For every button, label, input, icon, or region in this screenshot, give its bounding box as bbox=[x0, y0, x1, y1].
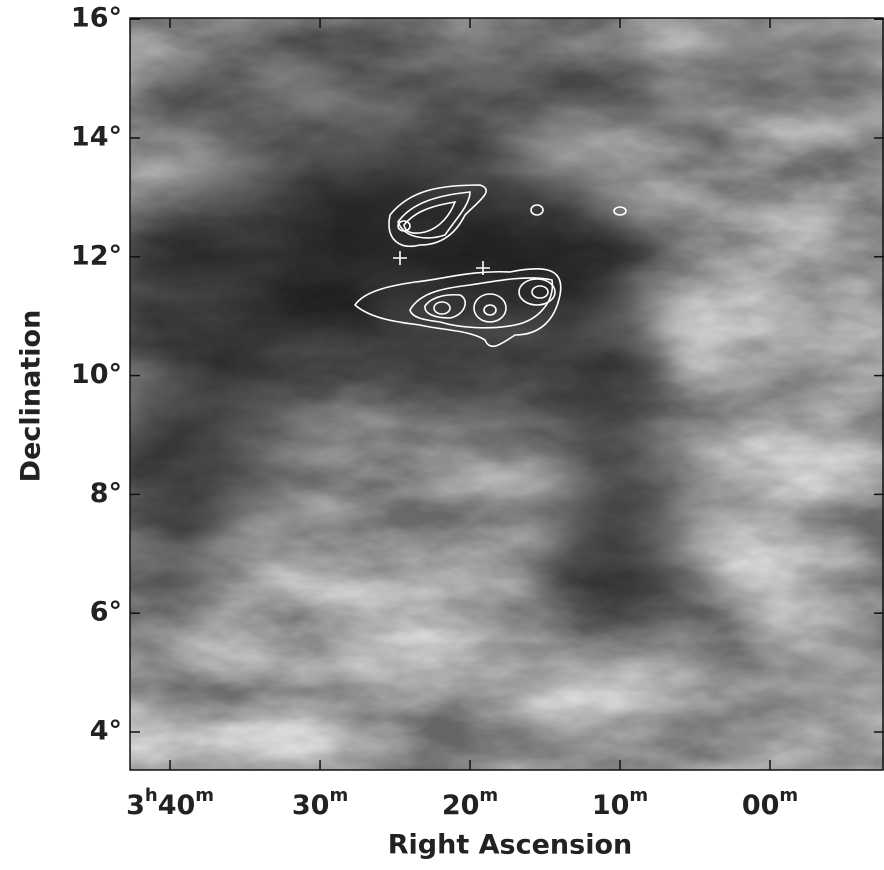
y-tick-label: 6° bbox=[90, 597, 122, 628]
y-tick-label: 12° bbox=[71, 240, 122, 271]
tick-label-number: 10 bbox=[592, 790, 630, 821]
tick-label-unit: m bbox=[329, 785, 348, 806]
y-tick-label: 8° bbox=[90, 478, 122, 509]
x-tick-label: 00m bbox=[742, 785, 798, 821]
tick-label-unit: m bbox=[779, 785, 798, 806]
tick-label-number: 20 bbox=[442, 790, 480, 821]
y-tick-label: 16° bbox=[71, 3, 122, 34]
y-tick-label: 4° bbox=[90, 715, 122, 746]
x-axis-label: Right Ascension bbox=[388, 830, 633, 861]
y-tick-label: 14° bbox=[71, 121, 122, 152]
tick-label-unit: m bbox=[195, 785, 214, 806]
x-tick-label: 30m bbox=[292, 785, 348, 821]
x-tick-label: 20m bbox=[442, 785, 498, 821]
x-tick-label: 3h40m bbox=[126, 785, 214, 821]
chart: Right Ascension Declination 4° 6° 8° 10° 12°… bbox=[0, 0, 884, 870]
y-tick-label: 10° bbox=[71, 359, 122, 390]
page: Right Ascension Declination 4° 6° 8° 10° 12°… bbox=[0, 0, 884, 870]
tick-label-unit: m bbox=[479, 785, 498, 806]
tick-label-number: 00 bbox=[742, 790, 780, 821]
tick-label-number: 40 bbox=[158, 790, 196, 821]
tick-label-unit: m bbox=[629, 785, 648, 806]
y-axis-label: Declination bbox=[16, 310, 47, 483]
sky-image bbox=[100, 18, 884, 770]
tick-label-unit: h bbox=[145, 785, 158, 806]
x-tick-label: 10m bbox=[592, 785, 648, 821]
tick-label-number: 3 bbox=[126, 790, 145, 821]
tick-label-number: 30 bbox=[292, 790, 330, 821]
